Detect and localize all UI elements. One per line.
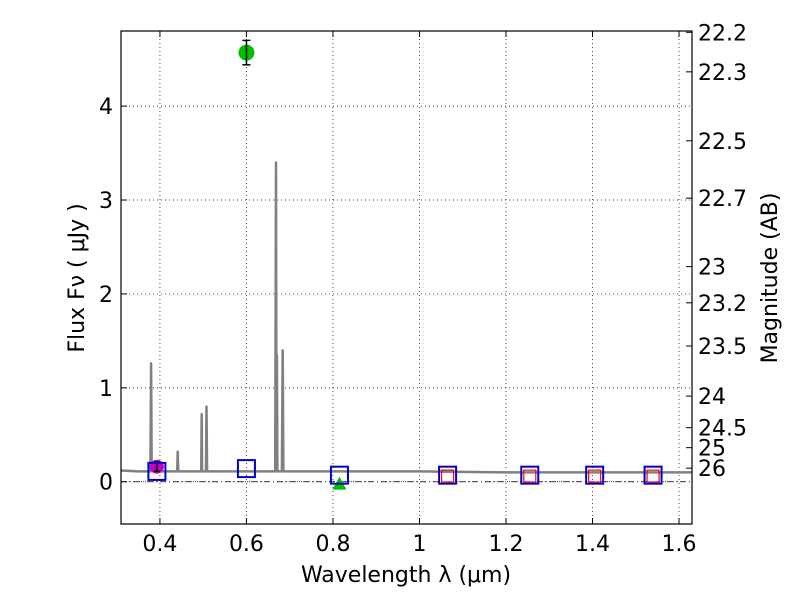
x-tick-label: 0.8 (315, 532, 350, 557)
model-square (643, 465, 663, 485)
x-tick-label: 1 (412, 532, 426, 557)
magnitude-axis-label: Magnitude (AB) (758, 193, 783, 364)
magnitude-tick-label: 25 (698, 437, 726, 462)
magnitude-tick-label: 22.7 (698, 187, 747, 212)
model-square (329, 465, 349, 485)
grid-lines (121, 31, 692, 524)
x-tick-label: 0.4 (142, 532, 177, 557)
y-tick-label: 1 (99, 377, 113, 402)
y-tick-label: 3 (99, 189, 113, 214)
plot-area (120, 39, 692, 490)
y-axis-label: Flux Fν ( μJy ) (65, 203, 90, 352)
model-square (585, 465, 605, 485)
model-square (147, 461, 167, 481)
model-square (236, 459, 256, 479)
x-tick-label: 1.4 (575, 532, 610, 557)
magnitude-tick-label: 24.5 (698, 417, 747, 442)
model-square (438, 465, 458, 485)
magnitude-tick-label: 24 (698, 385, 726, 410)
magnitude-tick-label: 23.5 (698, 335, 747, 360)
y-tick-label: 4 (99, 95, 113, 120)
x-tick-label: 1.2 (488, 532, 523, 557)
observed-marker (588, 469, 602, 483)
model-square (520, 465, 540, 485)
x-tick-label: 1.6 (662, 532, 697, 557)
y-tick-label: 0 (99, 471, 113, 496)
x-axis-label: Wavelength λ (μm) (301, 563, 511, 588)
magnitude-tick-label: 22.2 (698, 21, 747, 46)
magnitude-tick-label: 23.2 (698, 292, 747, 317)
x-tick-label: 0.6 (229, 532, 264, 557)
magnitude-tick-label: 23 (698, 256, 726, 281)
plot-frame (120, 30, 693, 525)
y-tick-label: 2 (99, 283, 113, 308)
observed-marker (523, 469, 537, 483)
magnitude-tick-label: 22.5 (698, 130, 747, 155)
observed-marker (440, 469, 455, 483)
magnitude-tick-label: 22.3 (698, 61, 747, 86)
axes: 0.4 0.6 0.8 1 1.2 1.4 1.60123422.222.322.522.7… (99, 21, 747, 557)
magnitude-tick-label: 26 (698, 457, 726, 482)
observed-marker (646, 469, 660, 483)
